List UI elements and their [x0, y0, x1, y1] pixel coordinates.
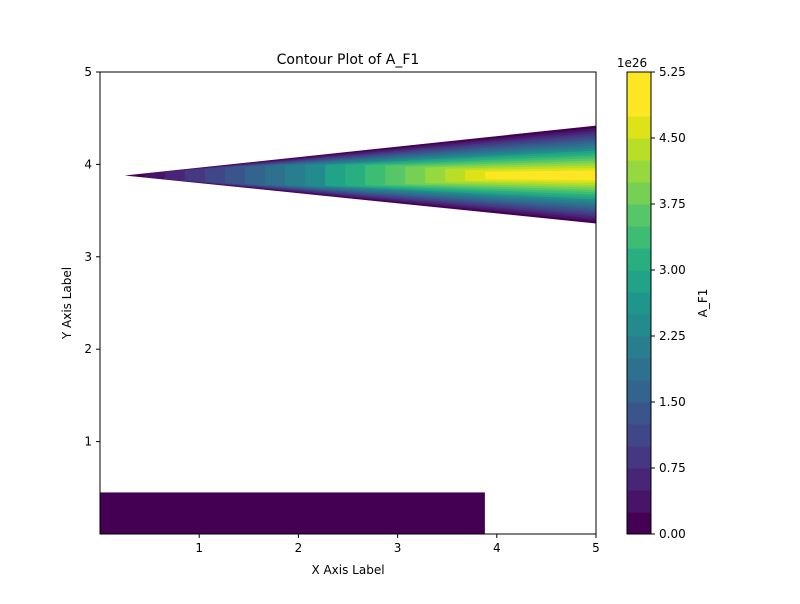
colorbar-tick-label: 3.75 [659, 197, 686, 211]
y-axis: 1 2 3 4 5 [84, 65, 100, 449]
colorbar-band [627, 292, 651, 315]
colorbar-band [627, 446, 651, 469]
colorbar-scale-label: 1e26 [617, 56, 647, 70]
colorbar-band [627, 314, 651, 337]
y-tick-label: 1 [84, 435, 92, 449]
y-tick-label: 5 [84, 65, 92, 79]
colorbar-tick-label: 4.50 [659, 131, 686, 145]
colorbar-band [627, 248, 651, 271]
plot-frame [99, 71, 597, 535]
y-axis-label: Y Axis Label [60, 267, 74, 340]
colorbar-label: A_F1 [696, 289, 710, 318]
colorbar-band [627, 512, 651, 535]
colorbar-tick-label: 3.00 [659, 263, 686, 277]
colorbar-frame [626, 71, 652, 535]
y-tick-label: 2 [84, 342, 92, 356]
colorbar-band [627, 204, 651, 227]
colorbar-tick-label: 5.25 [659, 65, 686, 79]
colorbar-band [627, 226, 651, 249]
colorbar-band [627, 94, 651, 117]
colorbar-bands [627, 72, 651, 535]
colorbar-band [627, 358, 651, 381]
colorbar-band [627, 182, 651, 205]
contour-wedge-region [124, 125, 597, 224]
colorbar-band [627, 380, 651, 403]
y-tick-label: 4 [84, 157, 92, 171]
colorbar-tick-label: 2.25 [659, 329, 686, 343]
colorbar-band [627, 402, 651, 425]
x-tick-label: 2 [295, 541, 303, 555]
x-tick-label: 4 [493, 541, 501, 555]
contour-strip-region [100, 492, 485, 534]
colorbar-band [627, 138, 651, 161]
x-tick-label: 1 [195, 541, 203, 555]
x-tick-label: 3 [394, 541, 402, 555]
colorbar-band [627, 72, 651, 95]
x-axis-label: X Axis Label [311, 563, 384, 577]
colorbar-band [627, 116, 651, 139]
colorbar-ticks: 0.00 0.75 1.50 2.25 3.00 3.75 4.50 5.25 [651, 65, 686, 541]
x-tick-label: 5 [592, 541, 600, 555]
chart-title: Contour Plot of A_F1 [277, 52, 420, 68]
plot-area [99, 71, 597, 535]
colorbar-band [627, 424, 651, 447]
contour-level-band [505, 173, 596, 178]
colorbar-band [627, 490, 651, 513]
colorbar-tick-label: 0.00 [659, 527, 686, 541]
colorbar-band [627, 336, 651, 359]
colorbar-band [627, 468, 651, 491]
colorbar: 0.00 0.75 1.50 2.25 3.00 3.75 4.50 5.25 1e26 A_… [617, 56, 710, 541]
y-tick-label: 3 [84, 250, 92, 264]
colorbar-band [627, 160, 651, 183]
colorbar-tick-label: 1.50 [659, 395, 686, 409]
colorbar-band [627, 270, 651, 293]
contour-layer [100, 125, 597, 534]
colorbar-tick-label: 0.75 [659, 461, 686, 475]
x-axis: 1 2 3 4 5 [195, 534, 600, 555]
